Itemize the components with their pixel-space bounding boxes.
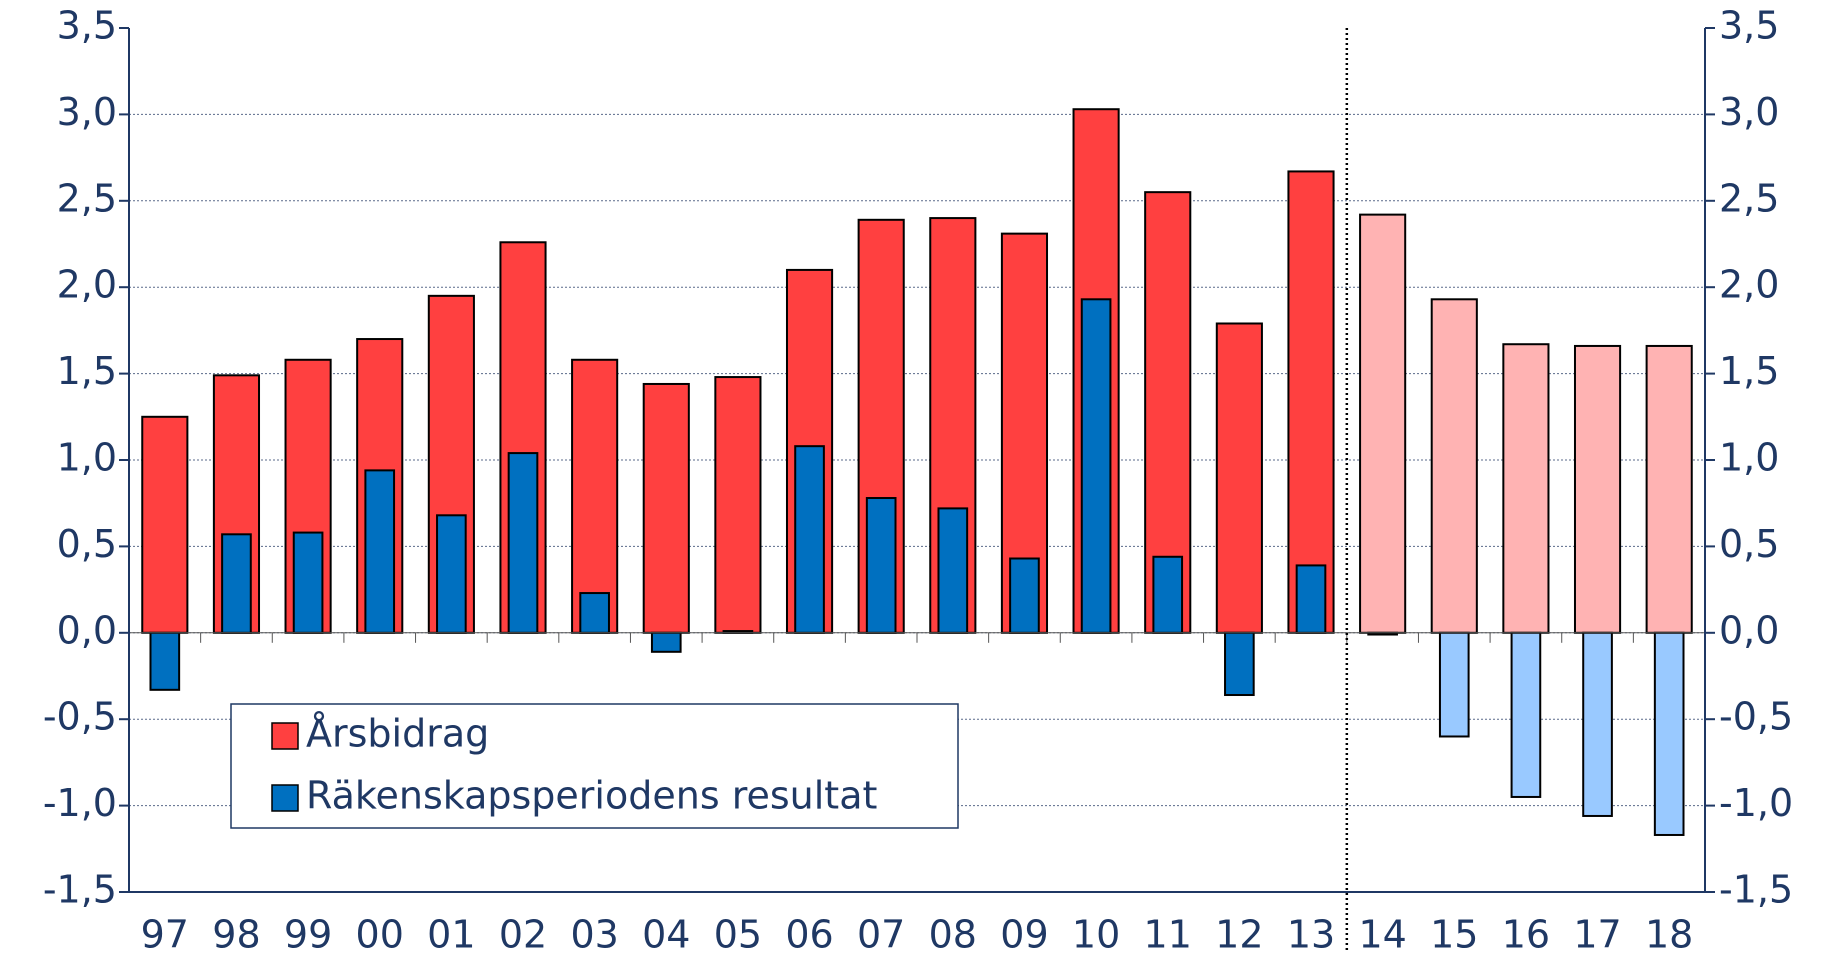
y2-tick-label: 0,5 xyxy=(1719,522,1779,566)
legend-label: Räkenskapsperiodens resultat xyxy=(306,774,877,818)
bar xyxy=(149,631,181,691)
bar xyxy=(1359,213,1407,634)
bar xyxy=(650,631,682,653)
y-tick-label: 1,5 xyxy=(57,349,117,393)
y-tick-label: 2,0 xyxy=(57,263,117,307)
bar xyxy=(1582,631,1613,817)
bar xyxy=(1430,298,1478,634)
y-tick-label: 1,0 xyxy=(57,436,117,480)
x-tick-label: 01 xyxy=(427,913,475,957)
x-tick-label: 17 xyxy=(1573,913,1621,957)
bar xyxy=(1510,631,1542,798)
x-tick-label: 98 xyxy=(212,913,260,957)
x-tick-label: 10 xyxy=(1072,913,1120,957)
y2-tick-label: 2,0 xyxy=(1719,263,1779,307)
bar xyxy=(1502,343,1550,634)
x-tick-label: 08 xyxy=(929,913,977,957)
bar xyxy=(221,533,252,634)
bar xyxy=(1287,170,1335,634)
y-tick-label: 0,5 xyxy=(57,522,117,566)
legend-box xyxy=(230,703,959,829)
x-tick-label: 97 xyxy=(141,913,189,957)
x-tick-label: 18 xyxy=(1645,913,1693,957)
bar xyxy=(571,358,619,634)
bar xyxy=(1573,344,1622,634)
bar xyxy=(714,376,762,634)
bar xyxy=(642,382,690,634)
y2-tick-label: 1,0 xyxy=(1719,436,1779,480)
y2-tick-label: -0,5 xyxy=(1719,695,1793,739)
legend-label: Årsbidrag xyxy=(306,712,489,756)
y2-tick-label: 3,0 xyxy=(1719,90,1779,134)
bar xyxy=(364,469,396,634)
bar xyxy=(436,514,467,634)
x-tick-label: 11 xyxy=(1144,913,1192,957)
y-tick-label: 2,5 xyxy=(57,176,117,220)
bar xyxy=(292,531,324,634)
bar xyxy=(1438,631,1470,738)
legend-swatch xyxy=(271,722,299,750)
y2-tick-label: 2,5 xyxy=(1719,176,1779,220)
y-tick-label: -1,5 xyxy=(43,868,117,912)
y-tick-label: 3,0 xyxy=(57,90,117,134)
y2-tick-label: -1,0 xyxy=(1719,781,1793,825)
y2-tick-label: -1,5 xyxy=(1719,868,1793,912)
legend: Årsbidrag Räkenskapsperiodens resultat xyxy=(230,703,959,829)
y-tick-label: 0,0 xyxy=(57,608,117,652)
bar xyxy=(937,507,969,634)
x-tick-label: 14 xyxy=(1358,913,1406,957)
x-tick-label: 99 xyxy=(284,913,332,957)
bar xyxy=(1009,557,1040,634)
x-tick-label: 03 xyxy=(570,913,618,957)
legend-swatch xyxy=(271,784,299,812)
x-tick-label: 00 xyxy=(356,913,404,957)
bar xyxy=(1152,555,1184,634)
y-tick-label: -0,5 xyxy=(43,695,117,739)
bar xyxy=(1224,631,1255,697)
bar xyxy=(141,415,189,634)
bar xyxy=(1295,564,1327,634)
x-tick-label: 16 xyxy=(1502,913,1550,957)
y2-tick-label: 0,0 xyxy=(1719,608,1779,652)
x-tick-label: 09 xyxy=(1000,913,1048,957)
bar xyxy=(579,592,610,634)
y-tick-label: -1,0 xyxy=(43,781,117,825)
x-tick-label: 13 xyxy=(1287,913,1335,957)
bar xyxy=(865,497,897,634)
y2-tick-label: 3,5 xyxy=(1719,4,1779,48)
x-tick-label: 06 xyxy=(785,913,833,957)
x-tick-label: 02 xyxy=(499,913,547,957)
x-tick-label: 12 xyxy=(1215,913,1263,957)
y-tick-label: 3,5 xyxy=(57,4,117,48)
bar xyxy=(1645,344,1693,634)
x-tick-label: 04 xyxy=(642,913,690,957)
bar xyxy=(1080,298,1112,634)
y2-tick-label: 1,5 xyxy=(1719,349,1779,393)
bar xyxy=(1653,631,1685,836)
bar xyxy=(1215,322,1263,634)
x-tick-label: 15 xyxy=(1430,913,1478,957)
x-tick-label: 07 xyxy=(857,913,905,957)
bar xyxy=(794,445,825,634)
x-tick-label: 05 xyxy=(714,913,762,957)
bar xyxy=(507,452,539,634)
